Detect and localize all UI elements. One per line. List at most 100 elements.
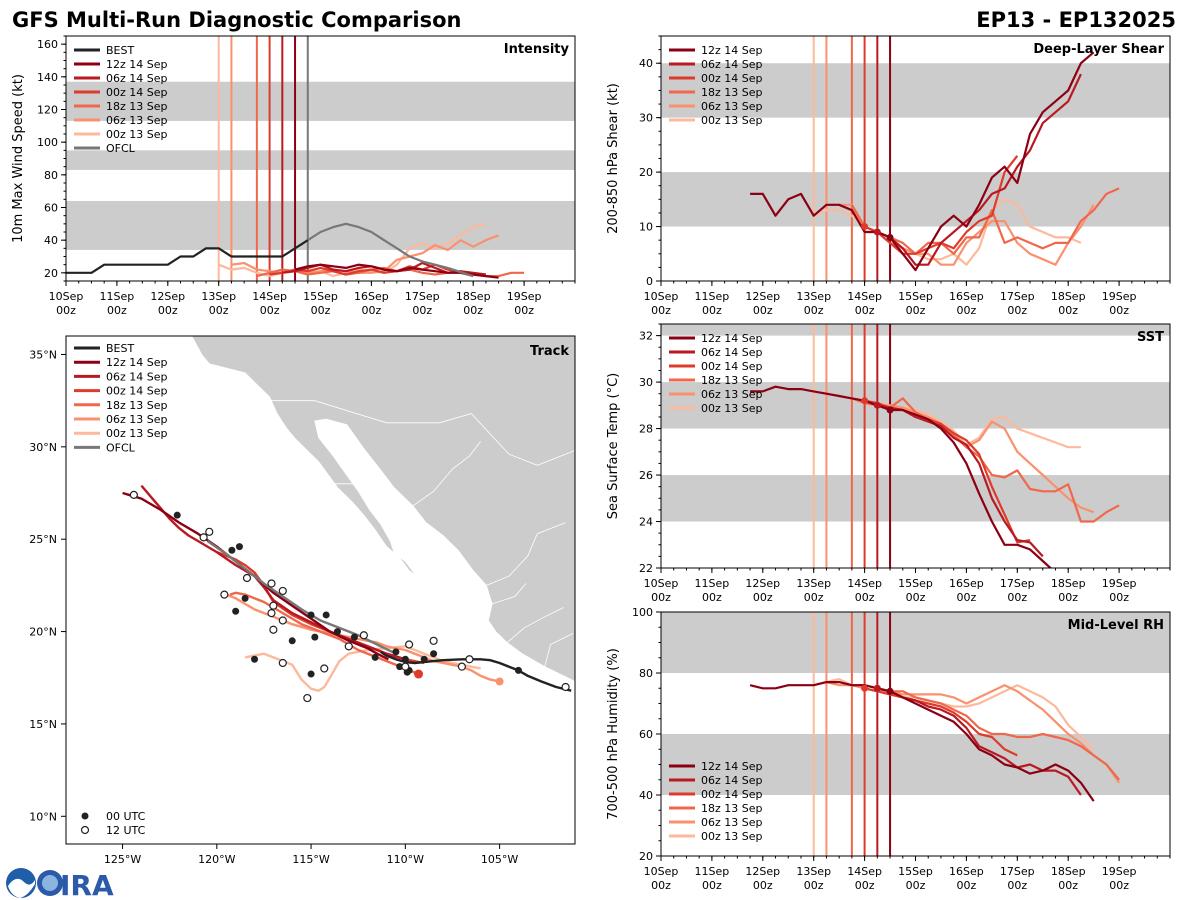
track-point-12utc — [278, 586, 287, 596]
track-point-00utc — [235, 543, 243, 551]
track-point-00utc — [173, 511, 181, 519]
track-point-12utc — [242, 573, 252, 583]
track-point-12utc — [457, 662, 466, 671]
rh-init-dot-06z-14-sep — [873, 684, 881, 692]
rh-xtick-label: 17Sep — [1000, 865, 1035, 878]
intensity-panel: 2040608010012014016010Sep00z11Sep00z12Se… — [11, 35, 576, 317]
shear-init-dot-06z-14-sep — [873, 228, 881, 236]
track-point-12utc — [278, 658, 287, 668]
intensity-xtick-label: 00z — [107, 304, 127, 317]
rh-ytick-label: 80 — [639, 667, 653, 680]
rh-xtick-label: 18Sep — [1051, 865, 1086, 878]
rh-legend-06z-13-sep: 06z 13 Sep — [701, 816, 763, 829]
track-point-00utc — [420, 655, 428, 663]
sst-series-12z-14-sep — [750, 385, 1053, 568]
track-point-12utc — [267, 608, 276, 618]
track-point-00utc — [322, 611, 330, 619]
sst-legend-06z-14-sep: 06z 14 Sep — [701, 346, 763, 359]
intensity-series-ofcl — [307, 222, 474, 278]
track-legend-06z-14-sep: 06z 14 Sep — [106, 370, 168, 383]
sst-xtick-label: 00z — [1007, 591, 1027, 604]
intensity-xtick-label: 00z — [260, 304, 280, 317]
track-legend-00z-14-sep: 00z 14 Sep — [106, 385, 168, 398]
track-point-00utc — [371, 653, 379, 661]
intensity-ytick-label: 80 — [44, 169, 58, 182]
intensity-ytick-label: 100 — [37, 136, 58, 149]
intensity-xtick-label: 00z — [362, 304, 382, 317]
sst-band-1 — [661, 382, 1170, 429]
track-border-4 — [491, 583, 527, 605]
intensity-xtick-label: 14Sep — [252, 290, 287, 303]
rh-xtick-label: 00z — [651, 879, 671, 892]
shear-series-18z-13-sep — [850, 187, 1120, 255]
track-point-12utc — [129, 490, 138, 499]
shear-xtick-label: 12Sep — [745, 290, 780, 303]
shear-xtick-label: 17Sep — [1000, 290, 1035, 303]
intensity-legend-12z-14-sep: 12z 14 Sep — [106, 58, 168, 71]
track-point-00utc — [251, 655, 259, 663]
track-point-12utc — [405, 640, 414, 649]
intensity-legend-best: BEST — [106, 44, 134, 57]
noaa-logo — [6, 868, 36, 898]
track-ytick-label: 10°N — [29, 810, 57, 823]
intensity-ytick-label: 20 — [44, 267, 58, 280]
sst-band-2 — [661, 324, 1170, 336]
track-title: Track — [530, 344, 569, 359]
shear-ytick-label: 30 — [639, 112, 653, 125]
rh-xtick-label: 00z — [906, 879, 926, 892]
sst-xtick-label: 00z — [1109, 591, 1129, 604]
rh-xtick-label: 00z — [1007, 879, 1027, 892]
intensity-xtick-label: 00z — [158, 304, 178, 317]
rh-series-18z-13-sep — [851, 684, 1120, 781]
track-point-12utc — [220, 590, 229, 599]
sst-ylabel: Sea Surface Temp (°C) — [606, 373, 621, 520]
sst-xtick-label: 00z — [906, 591, 926, 604]
rh-xtick-label: 11Sep — [695, 865, 730, 878]
intensity-band-0 — [66, 200, 575, 250]
track-point-00utc — [430, 650, 438, 658]
track-point-00utc — [333, 628, 341, 636]
sst-series-18z-13-sep — [851, 397, 1120, 523]
shear-ylabel: 200-850 hPa Shear (kt) — [606, 83, 621, 234]
sst-legend-00z-13-sep: 00z 13 Sep — [701, 402, 763, 415]
intensity-legend-06z-13-sep: 06z 13 Sep — [106, 114, 168, 127]
shear-ytick-label: 40 — [639, 57, 653, 70]
track-border-2 — [486, 522, 566, 586]
rh-panel: 2040608010010Sep00z11Sep00z12Sep00z13Sep… — [606, 606, 1171, 892]
rh-xtick-label: 00z — [855, 879, 875, 892]
rh-ytick-label: 60 — [639, 728, 653, 741]
intensity-legend-00z-14-sep: 00z 14 Sep — [106, 86, 168, 99]
shear-title: Deep-Layer Shear — [1033, 42, 1164, 57]
shear-band-0 — [661, 172, 1170, 227]
track-legend-best: BEST — [106, 342, 134, 355]
sst-xtick-label: 00z — [855, 591, 875, 604]
rh-ytick-label: 20 — [639, 850, 653, 863]
rh-legend-06z-14-sep: 06z 14 Sep — [701, 774, 763, 787]
shear-xtick-label: 14Sep — [847, 290, 882, 303]
intensity-xtick-label: 13Sep — [201, 290, 236, 303]
track-border-3 — [506, 607, 564, 643]
track-ytick-label: 25°N — [29, 533, 57, 546]
track-series-18z-13-sep — [229, 591, 419, 676]
track-point-12utc — [359, 631, 368, 640]
track-point-12utc — [344, 642, 353, 651]
track-point-12utc — [205, 527, 214, 536]
intensity-legend-18z-13-sep: 18z 13 Sep — [106, 100, 168, 113]
rh-xtick-label: 00z — [702, 879, 722, 892]
track-point-12utc — [269, 625, 278, 634]
track-point-00utc — [311, 633, 319, 641]
sst-xtick-label: 00z — [957, 591, 977, 604]
track-point-12utc — [429, 636, 438, 645]
shear-ytick-label: 0 — [646, 275, 653, 288]
rh-band-1 — [661, 612, 1170, 673]
rh-xtick-label: 00z — [753, 879, 773, 892]
sst-ytick-label: 30 — [639, 376, 653, 389]
storm-id: EP13 - EP132025 — [976, 8, 1176, 32]
intensity-legend-06z-14-sep: 06z 14 Sep — [106, 72, 168, 85]
track-legend-00utc: 00 UTC — [106, 810, 146, 823]
shear-legend-06z-13-sep: 06z 13 Sep — [701, 100, 763, 113]
shear-legend-00z-14-sep: 00z 14 Sep — [701, 72, 763, 85]
intensity-xtick-label: 19Sep — [507, 290, 542, 303]
shear-ytick-label: 10 — [639, 221, 653, 234]
